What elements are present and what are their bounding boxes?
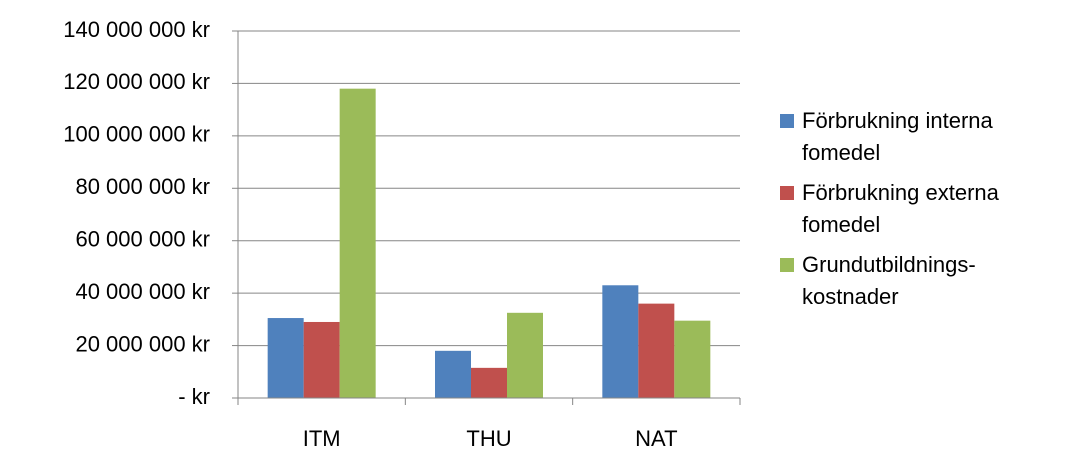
y-tick-label: 20 000 000 kr: [75, 331, 210, 356]
chart: - kr 20 000 000 kr 40 000 000 kr 60 000 000…: [63, 17, 741, 450]
legend-label: Förbrukning externa fomedel: [802, 180, 999, 237]
bar: [267, 318, 304, 398]
bar: [674, 320, 711, 398]
x-tick-label: NAT: [635, 426, 677, 450]
bar: [303, 321, 340, 398]
y-tick-label: 80 000 000 kr: [75, 174, 210, 199]
legend-label: Förbrukning interna fomedel: [802, 108, 993, 165]
y-tick-label: 120 000 000 kr: [63, 69, 210, 94]
legend: Förbrukning interna fomedel Förbrukning e…: [780, 105, 1050, 321]
x-tick-label: THU: [466, 426, 511, 450]
legend-swatch: [780, 186, 794, 200]
y-tick-label: 40 000 000 kr: [75, 279, 210, 304]
legend-label: Grundutbildnings-kostnader: [802, 252, 976, 309]
bar: [471, 367, 507, 398]
legend-swatch: [780, 258, 794, 272]
bar: [507, 312, 543, 398]
bar: [339, 88, 376, 399]
x-tick-label: ITM: [303, 426, 341, 450]
bar: [638, 303, 675, 398]
y-tick-label: 100 000 000 kr: [63, 122, 210, 147]
y-tick-label: 60 000 000 kr: [75, 227, 210, 252]
legend-swatch: [780, 114, 794, 128]
legend-item: Förbrukning externa fomedel: [780, 177, 1050, 241]
legend-item: Grundutbildnings-kostnader: [780, 249, 1050, 313]
legend-item: Förbrukning interna fomedel: [780, 105, 1050, 169]
bar: [435, 350, 471, 398]
y-tick-label: 140 000 000 kr: [63, 17, 210, 42]
y-tick-label: - kr: [178, 384, 210, 409]
bar: [602, 285, 639, 398]
